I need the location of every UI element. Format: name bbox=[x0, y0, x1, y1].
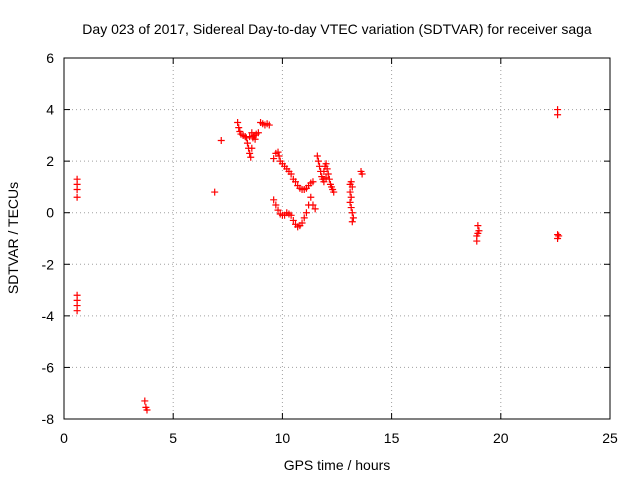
data-point bbox=[274, 206, 282, 214]
grid bbox=[64, 58, 610, 419]
data-point bbox=[141, 397, 149, 405]
data-point bbox=[348, 209, 356, 217]
data-point bbox=[248, 144, 256, 152]
data-point bbox=[300, 214, 308, 222]
y-tick-label: -6 bbox=[42, 359, 55, 375]
data-point bbox=[73, 307, 81, 315]
y-axis-label: SDTVAR / TECUs bbox=[5, 182, 21, 294]
data-point bbox=[324, 170, 332, 178]
x-tick-label: 0 bbox=[60, 430, 68, 446]
data-point bbox=[474, 222, 482, 230]
data-point bbox=[314, 157, 322, 165]
data-point bbox=[330, 188, 338, 196]
y-tick-label: 4 bbox=[46, 102, 54, 118]
y-tick-label: 2 bbox=[46, 153, 54, 169]
data-point bbox=[307, 193, 315, 201]
data-point bbox=[298, 219, 306, 227]
data-point bbox=[247, 153, 255, 161]
data-points bbox=[73, 106, 563, 414]
data-point bbox=[287, 211, 295, 219]
data-point bbox=[73, 186, 81, 194]
data-point bbox=[309, 201, 317, 209]
chart-title: Day 023 of 2017, Sidereal Day-to-day VTE… bbox=[82, 21, 592, 37]
data-point bbox=[254, 129, 262, 137]
data-point bbox=[349, 214, 357, 222]
data-point bbox=[292, 178, 300, 186]
data-point bbox=[143, 406, 151, 414]
data-point bbox=[287, 170, 295, 178]
data-point bbox=[272, 201, 280, 209]
data-point bbox=[473, 237, 481, 245]
data-point bbox=[348, 218, 356, 226]
data-point bbox=[289, 216, 297, 224]
data-point bbox=[274, 148, 282, 156]
y-tick-label: -2 bbox=[42, 256, 55, 272]
plot-frame bbox=[63, 57, 611, 420]
data-point bbox=[234, 118, 242, 126]
data-point bbox=[323, 165, 331, 173]
data-point bbox=[251, 135, 259, 143]
data-point bbox=[347, 178, 355, 186]
x-tick-label: 10 bbox=[275, 430, 291, 446]
data-point bbox=[554, 111, 562, 119]
data-point bbox=[346, 198, 354, 206]
data-point bbox=[325, 175, 333, 183]
x-tick-label: 20 bbox=[493, 430, 509, 446]
data-point bbox=[270, 196, 278, 204]
data-point bbox=[309, 178, 317, 186]
data-point bbox=[322, 174, 330, 182]
x-axis-label: GPS time / hours bbox=[284, 457, 391, 473]
data-point bbox=[358, 170, 366, 178]
y-tick-label: 6 bbox=[46, 50, 54, 66]
data-point bbox=[235, 124, 243, 132]
data-point bbox=[73, 193, 81, 201]
data-point bbox=[248, 129, 256, 137]
data-point bbox=[346, 188, 354, 196]
data-point bbox=[320, 178, 328, 186]
y-tick-label: -8 bbox=[42, 411, 55, 427]
data-point bbox=[348, 183, 356, 191]
y-tick-label: 0 bbox=[46, 205, 54, 221]
data-point bbox=[243, 139, 251, 147]
y-tick-label: -4 bbox=[42, 308, 55, 324]
data-point bbox=[242, 134, 250, 142]
data-point bbox=[265, 121, 273, 129]
x-tick-label: 15 bbox=[384, 430, 400, 446]
data-point bbox=[322, 160, 330, 168]
data-point bbox=[211, 188, 219, 196]
data-point bbox=[311, 205, 319, 213]
data-point bbox=[270, 155, 278, 163]
x-tick-label: 25 bbox=[602, 430, 618, 446]
data-point bbox=[554, 235, 562, 242]
data-point bbox=[302, 209, 310, 217]
data-point bbox=[347, 204, 355, 212]
data-point bbox=[347, 193, 355, 201]
x-tick-label: 5 bbox=[169, 430, 177, 446]
data-point bbox=[246, 149, 254, 157]
data-point bbox=[313, 152, 321, 160]
data-point bbox=[217, 137, 225, 145]
data-point bbox=[275, 152, 283, 160]
data-point bbox=[246, 133, 254, 141]
